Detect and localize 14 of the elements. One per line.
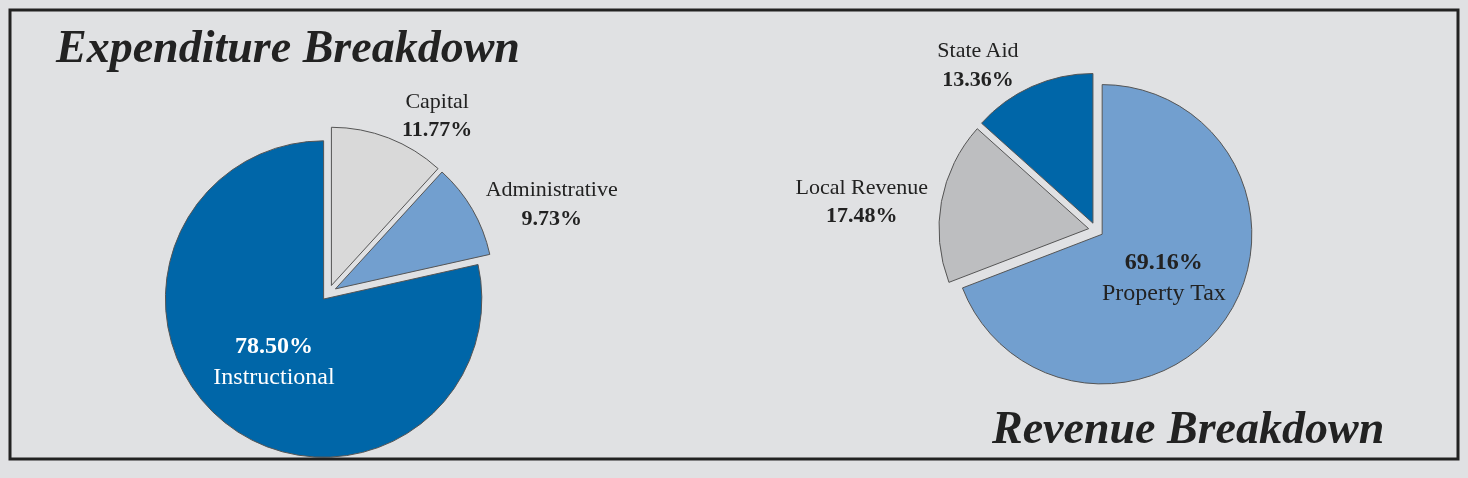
- data-label: 17.48%: [826, 202, 898, 228]
- slice-label: Capital: [405, 87, 469, 113]
- slice-label: Property Tax: [1101, 279, 1226, 306]
- data-label: 13.36%: [942, 65, 1014, 91]
- data-label: 78.50%: [234, 332, 313, 359]
- data-label: 69.16%: [1124, 248, 1203, 275]
- text: Revenue Breakdown: [991, 402, 1385, 453]
- slice-label: Local Revenue: [795, 173, 929, 199]
- slice-label: Instructional: [213, 363, 335, 390]
- data-label: 9.73%: [521, 204, 582, 230]
- slice-label: Administrative: [485, 175, 618, 201]
- data-label: 11.77%: [402, 116, 473, 142]
- chart-title: Expenditure Breakdown: [55, 21, 520, 72]
- slice-label: State Aid: [937, 37, 1019, 63]
